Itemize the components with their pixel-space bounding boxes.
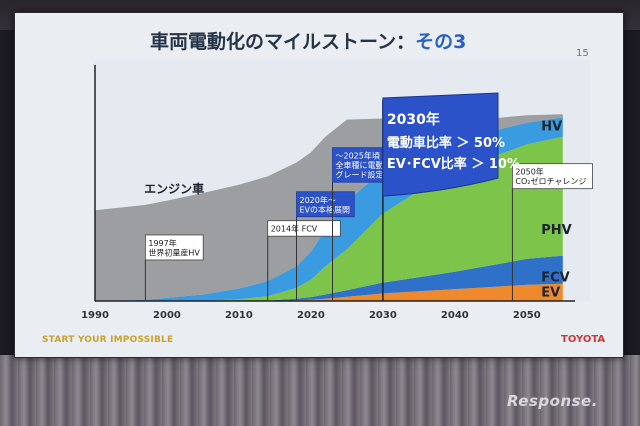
x-tick-label-5: 2040 xyxy=(441,310,469,321)
series-label-3: EV xyxy=(541,286,560,301)
area-series-1 xyxy=(95,255,563,301)
annotation-text-4-0: 2050年 xyxy=(515,167,543,177)
x-tick-label-3: 2020 xyxy=(297,310,325,321)
x-tick-label-6: 2050 xyxy=(513,310,541,321)
response-watermark: Response. xyxy=(507,392,598,410)
annotation-text-1-0: 2014年 FCV xyxy=(271,224,318,234)
slide-title-main: 車両電動化のマイルストーン： xyxy=(150,31,416,53)
flag-2030-text-2: EV･FCV比率 ＞ 10% xyxy=(387,156,520,172)
flag-2030-text-1: 電動車比率 ＞ 50% xyxy=(387,135,505,151)
annotation-text-4-1: CO₂ゼロチャレンジ xyxy=(515,176,586,186)
annotation-text-3-0: 〜2025年頃 xyxy=(336,151,380,161)
flag-2030-text-0: 2030年 xyxy=(387,111,440,128)
series-label-4: エンジン車 xyxy=(144,181,204,196)
annotation-box-4 xyxy=(512,163,593,190)
x-tick-label-1: 2000 xyxy=(153,310,181,321)
annotation-box-0 xyxy=(144,234,204,261)
annotation-box-3 xyxy=(332,147,391,183)
annotation-text-2-0: 2020年〜 xyxy=(300,195,336,205)
annotation-box-1 xyxy=(267,220,341,237)
annotation-text-2-1: EVの本格展開 xyxy=(300,204,351,214)
area-series-0 xyxy=(95,283,563,301)
x-tick-label-4: 2030 xyxy=(369,310,397,321)
annotation-text-3-1: 全車種に電動 xyxy=(336,160,384,170)
series-label-1: PHV xyxy=(541,223,571,238)
slide-title-highlight: その3 xyxy=(415,31,467,53)
annotation-box-2 xyxy=(296,191,355,218)
x-tick-label-2: 2010 xyxy=(225,310,253,321)
stage-curtain xyxy=(0,355,640,426)
series-label-2: FCV xyxy=(541,271,569,286)
annotation-text-0-0: 1997年 xyxy=(148,238,176,248)
page-number: 15 xyxy=(576,48,589,59)
slide-title: 車両電動化のマイルストーン：その3 xyxy=(150,27,466,54)
flag-2030-shape xyxy=(382,92,499,197)
footer-tagline: START YOUR IMPOSSIBLE xyxy=(42,335,174,345)
x-tick-label-0: 1990 xyxy=(81,310,109,321)
annotation-text-0-1: 世界初量産HV xyxy=(148,247,200,257)
annotation-text-3-2: グレード設定 xyxy=(336,170,384,180)
toyota-logo: TOYOTA xyxy=(561,334,606,345)
series-label-0: HV xyxy=(541,119,562,134)
